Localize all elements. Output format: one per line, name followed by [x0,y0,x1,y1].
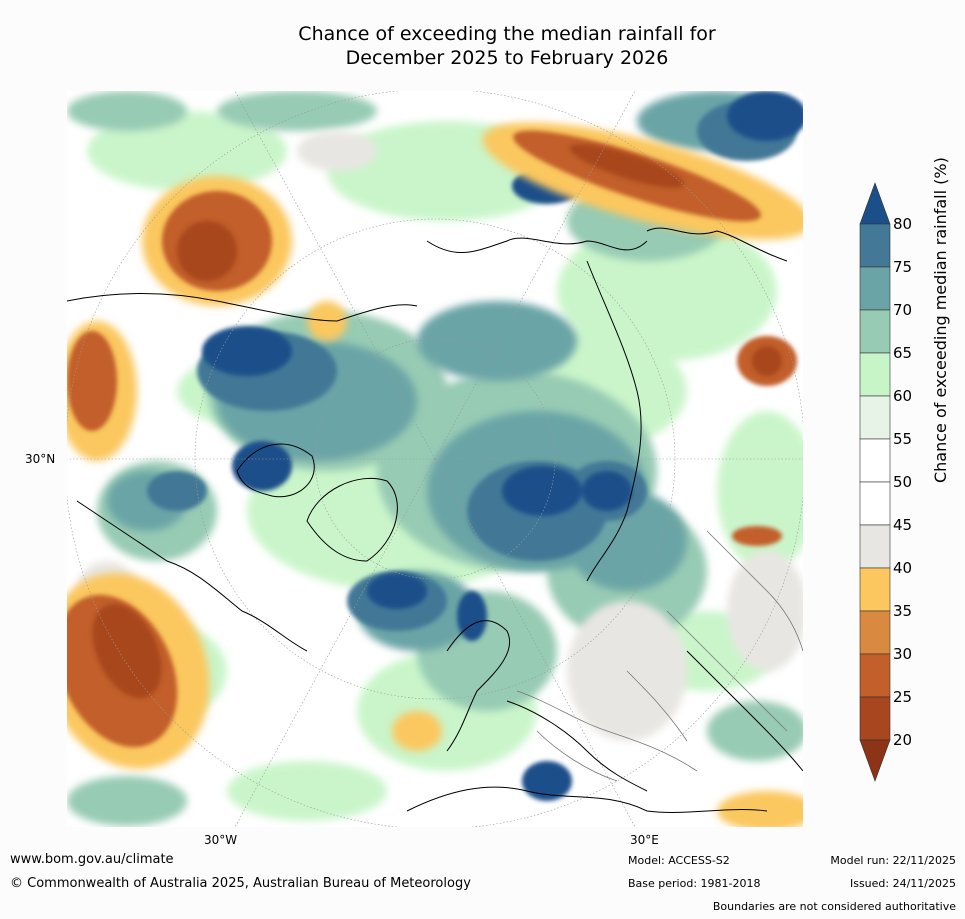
colorbar-tick-label: 25 [893,688,913,706]
copyright-text: © Commonwealth of Australia 2025, Austra… [10,876,471,891]
longitude-label-east: 30°E [630,833,659,847]
colorbar-tick-label: 20 [893,731,913,749]
latitude-label: 30°N [25,452,56,466]
model-run-text: Model run: 22/11/2025 [830,854,956,867]
colorbar-segment [859,524,891,569]
colorbar-tick-label: 30 [893,645,913,663]
colorbar-tick-label: 40 [893,559,913,577]
website-text: www.bom.gov.au/climate [10,852,174,867]
colorbar-tick-label: 75 [893,258,913,276]
coastlines [67,227,803,813]
colorbar-tick-label: 60 [893,387,913,405]
colorbar-segment [859,223,891,268]
colorbar-segment [859,395,891,440]
colorbar-segment [859,352,891,397]
colorbar-tick-label: 50 [893,473,913,491]
colorbar-bottom-arrow [859,739,891,782]
rainfall-map [67,91,803,827]
colorbar-segment [859,438,891,483]
colorbar-segment [859,696,891,741]
model-text: Model: ACCESS-S2 [628,854,730,867]
chart-title: Chance of exceeding the median rainfall … [0,22,965,70]
map-fill-dry-strong [92,144,782,699]
title-line-1: Chance of exceeding the median rainfall … [298,23,716,45]
longitude-label-west: 30°W [204,833,238,847]
disclaimer-text: Boundaries are not considered authoritat… [712,900,956,913]
colorbar-segment [859,610,891,655]
graticule [67,91,803,827]
base-period-text: Base period: 1981-2018 [628,877,761,890]
title-line-2: December 2025 to February 2026 [345,47,669,69]
colorbar-segment [859,481,891,526]
borders [516,530,803,782]
colorbar-top-arrow [859,182,891,225]
colorbar-label: Chance of exceeding median rainfall (%) [931,157,950,483]
colorbar-tick-label: 35 [893,602,913,620]
colorbar-tick-label: 55 [893,430,913,448]
colorbar-tick-label: 45 [893,516,913,534]
issued-text: Issued: 24/11/2025 [849,877,956,890]
colorbar [859,182,891,782]
colorbar-segment [859,653,891,698]
colorbar-tick-label: 65 [893,344,913,362]
colorbar-segment [859,266,891,311]
colorbar-segment [859,309,891,354]
colorbar-tick-label: 80 [893,215,913,233]
colorbar-tick-label: 70 [893,301,913,319]
colorbar-segment [859,567,891,612]
